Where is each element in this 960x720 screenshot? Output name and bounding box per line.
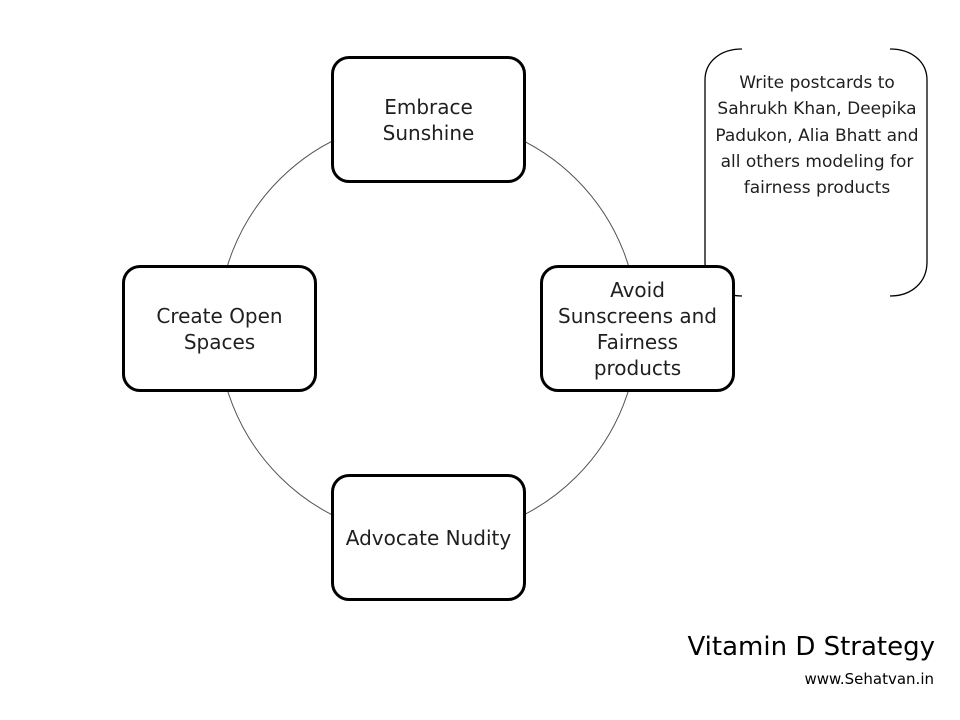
cycle-node-advocate-nudity: Advocate Nudity	[331, 474, 526, 601]
callout-note: Write postcards to Sahrukh Khan, Deepika…	[715, 73, 919, 199]
slide-title: Vitamin D Strategy	[687, 632, 935, 662]
site-url: www.Sehatvan.in	[804, 670, 934, 688]
cycle-node-label: Create Open Spaces	[156, 303, 283, 354]
cycle-node-label: Embrace Sunshine	[382, 94, 475, 145]
cycle-node-embrace-sunshine: Embrace Sunshine	[331, 56, 526, 183]
cycle-node-label: Advocate Nudity	[345, 525, 512, 550]
callout-brace-right	[889, 48, 928, 297]
cycle-node-label: Avoid Sunscreens and Fairness products	[558, 277, 717, 380]
cycle-node-avoid-sunscreens: Avoid Sunscreens and Fairness products	[540, 265, 735, 392]
cycle-node-create-open-spaces: Create Open Spaces	[122, 265, 317, 392]
